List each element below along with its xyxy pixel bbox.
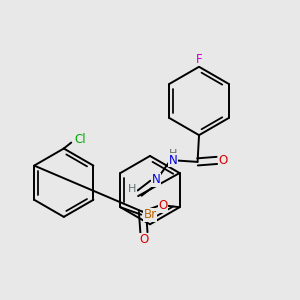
Text: O: O	[139, 233, 148, 246]
Text: Br: Br	[144, 208, 157, 221]
Text: N: N	[152, 173, 160, 186]
Text: Cl: Cl	[74, 133, 86, 146]
Text: N: N	[169, 154, 177, 167]
Text: O: O	[219, 154, 228, 167]
Text: F: F	[196, 53, 202, 66]
Text: H: H	[169, 149, 177, 159]
Text: H: H	[128, 184, 136, 194]
Text: O: O	[159, 199, 168, 212]
